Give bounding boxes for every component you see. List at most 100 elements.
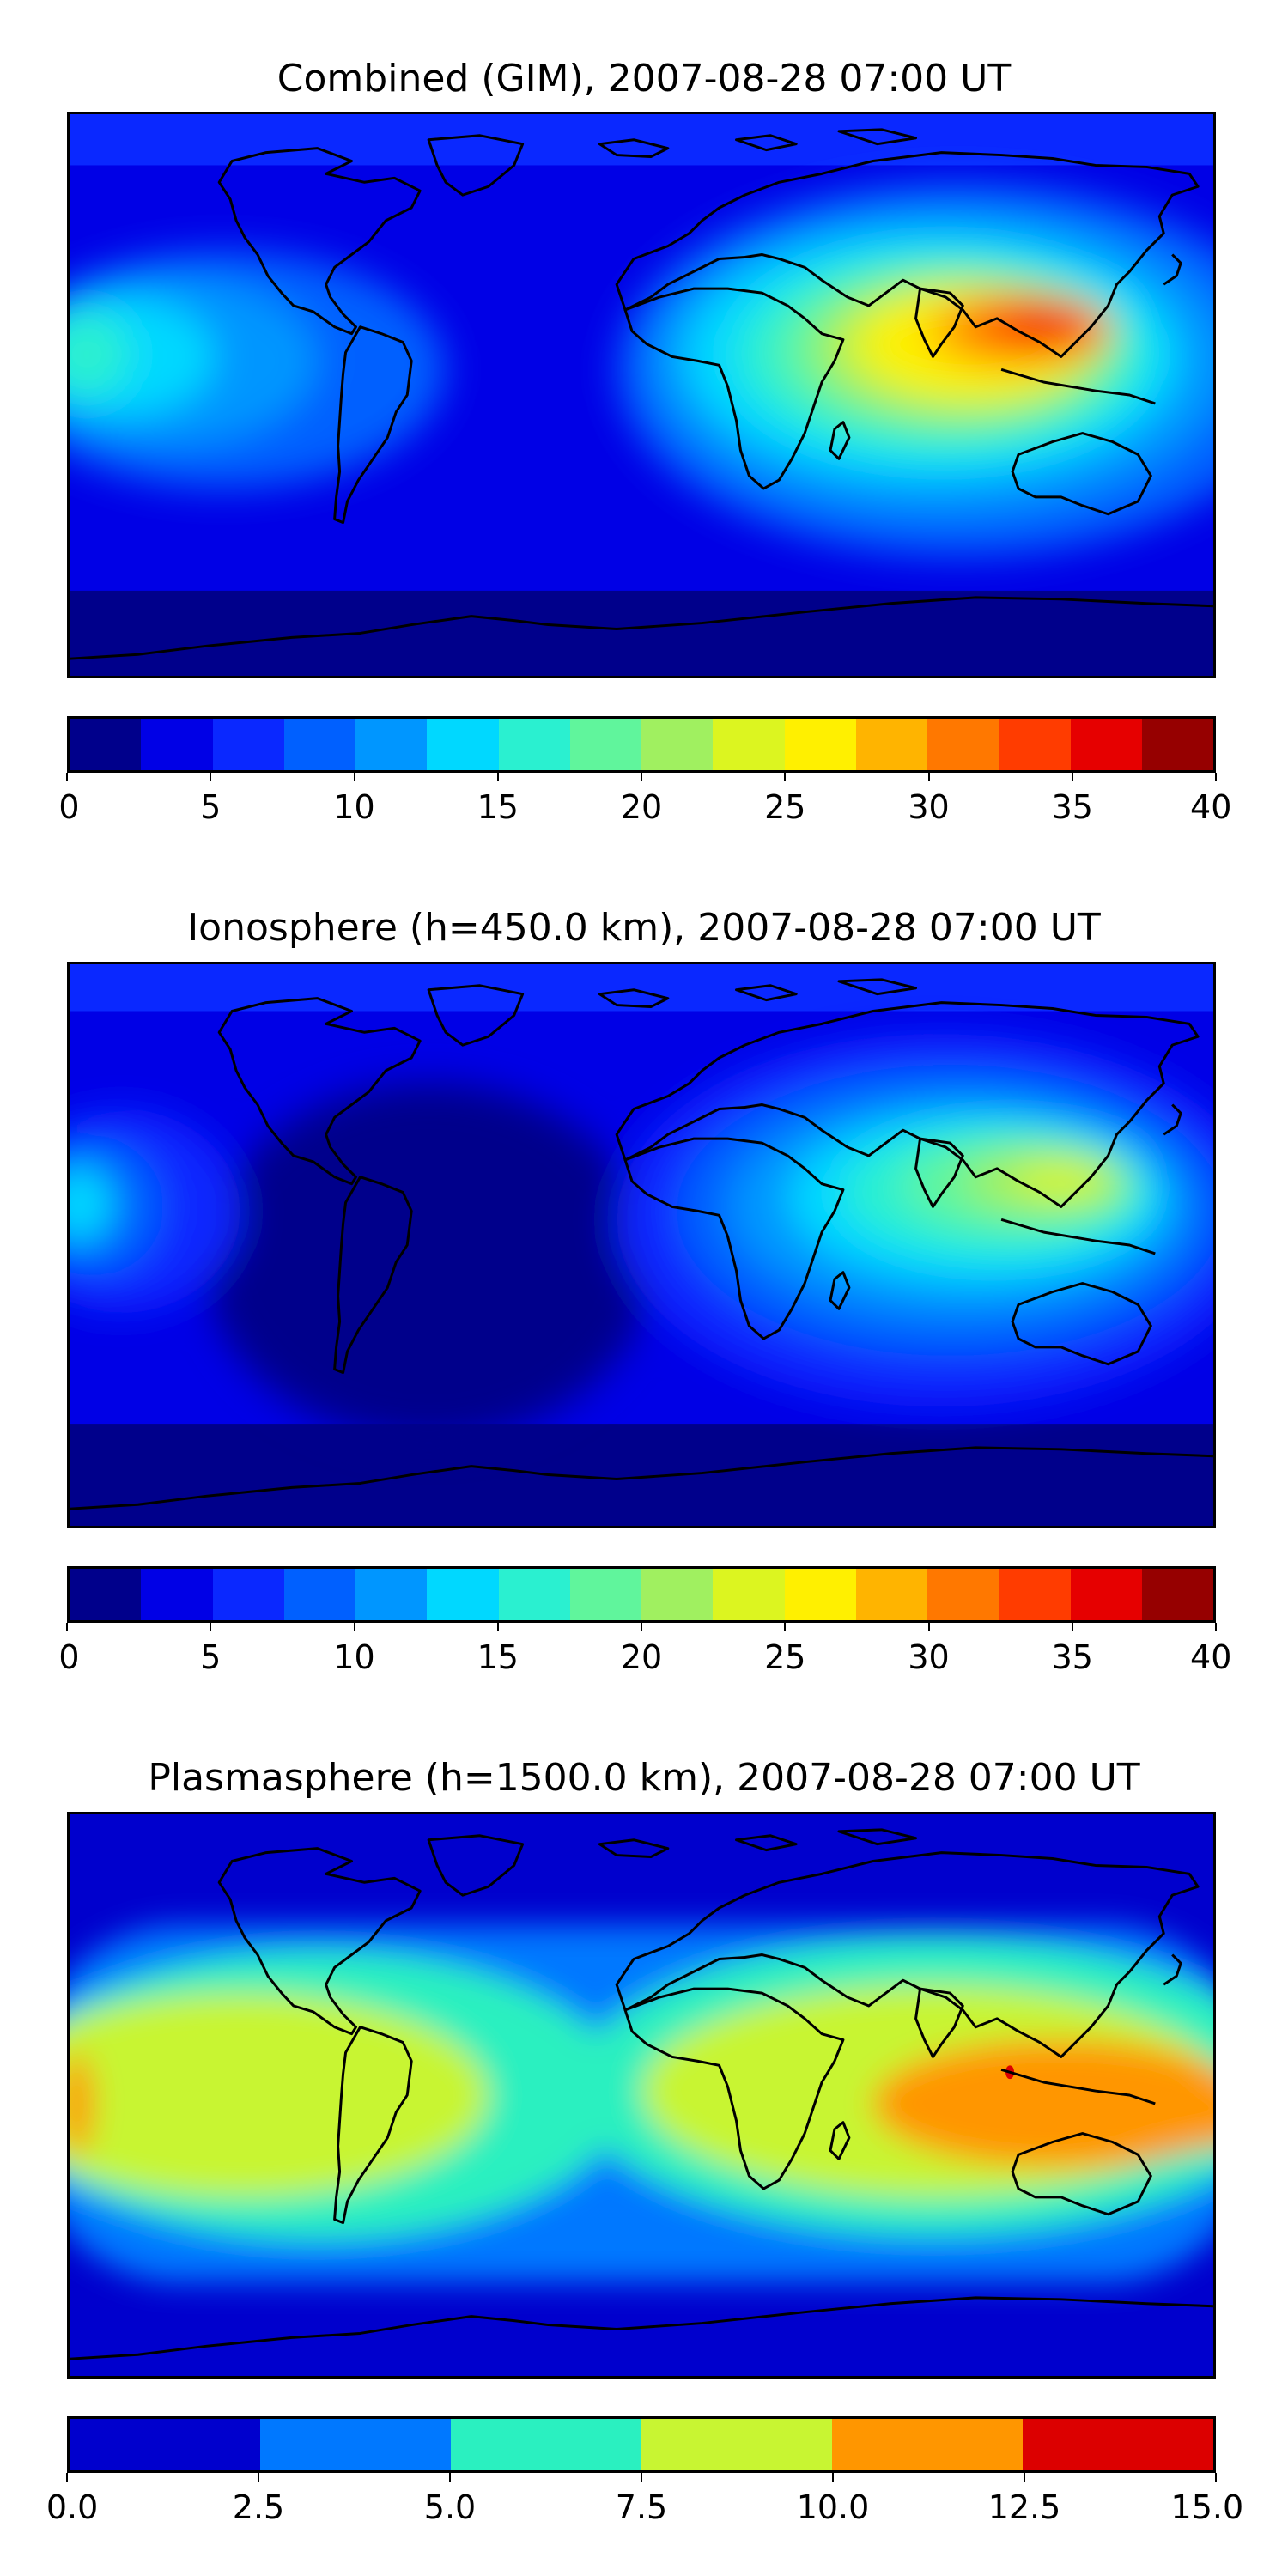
map-combined xyxy=(67,112,1216,678)
colorbar-segment xyxy=(283,1569,355,1620)
colorbar-tick-mark xyxy=(1024,2473,1025,2482)
colorbar-tick-label: 12.5 xyxy=(987,2488,1061,2526)
contour-fill xyxy=(70,1165,114,1243)
colorbar-tick-label: 35 xyxy=(1051,788,1093,826)
colorbar-tick-label: 5 xyxy=(200,1638,222,1676)
chart-title-ionosphere: Ionosphere (h=450.0 km), 2007-08-28 07:0… xyxy=(187,906,1101,950)
contour-fill xyxy=(70,1993,489,2197)
colorbar-segment xyxy=(569,719,641,770)
coastline-africa xyxy=(623,1987,845,2190)
colorbar-tick-label: 30 xyxy=(908,788,950,826)
colorbar-segment xyxy=(70,719,142,770)
colorbar-tick-mark xyxy=(496,1623,499,1631)
coastline-japan xyxy=(1163,253,1182,286)
colorbar-segment xyxy=(260,2419,451,2470)
coastline-south-america xyxy=(333,1176,413,1375)
map-plasmasphere-svg xyxy=(70,1814,1213,2376)
colorbar-segment xyxy=(641,2419,832,2470)
colorbar-tick-label: 10.0 xyxy=(796,2488,870,2526)
colorbar-tick-label: 7.5 xyxy=(615,2488,668,2526)
colorbar-tick-mark xyxy=(1215,1623,1217,1631)
colorbar-segment xyxy=(927,1569,999,1620)
colorbar-segment xyxy=(1023,2419,1213,2470)
coastline-south-america xyxy=(333,325,413,525)
colorbar-segment xyxy=(451,2419,641,2470)
colorbar-tick-label: 0 xyxy=(58,788,80,826)
coastline-india xyxy=(914,1137,964,1208)
map-ionosphere-svg xyxy=(70,964,1213,1526)
colorbar-tick-mark xyxy=(496,773,499,781)
coastline-antarctica xyxy=(70,596,1213,660)
colorbar-tick-label: 0.0 xyxy=(46,2488,99,2526)
colorbar-segment xyxy=(1141,1569,1213,1620)
coastline-australia xyxy=(1011,1282,1152,1366)
colorbar-segment xyxy=(569,1569,641,1620)
colorbar-tick-label: 5 xyxy=(200,788,222,826)
contour-fill xyxy=(70,311,130,397)
colorbar-segment xyxy=(999,1569,1071,1620)
colorbar-tick-mark xyxy=(258,2473,259,2482)
colorbar-segment xyxy=(713,719,785,770)
coastline-greenland xyxy=(427,984,525,1047)
colorbar-segment xyxy=(498,1569,570,1620)
colorbar-segment xyxy=(70,2419,260,2470)
coastline-india xyxy=(914,287,964,358)
colorbar-tick-label: 25 xyxy=(764,788,806,826)
coastline-south-america xyxy=(333,2026,413,2225)
colorbar-combined xyxy=(67,716,1216,773)
coastline-arctic-islands xyxy=(598,128,918,159)
colorbar-tick-mark xyxy=(1215,773,1217,781)
colorbar-segment xyxy=(1070,719,1142,770)
coastline-indonesia xyxy=(1000,1218,1156,1255)
colorbar-tick-label: 0 xyxy=(58,1638,80,1676)
contour-group-plasmasphere xyxy=(70,1924,1213,2282)
colorbar-segment xyxy=(141,1569,213,1620)
coastline-japan xyxy=(1163,1953,1182,1986)
colorbar-tick-mark xyxy=(927,773,930,781)
coastline-australia xyxy=(1011,432,1152,516)
colorbar-tick-mark xyxy=(641,1623,642,1631)
colorbar-segment xyxy=(283,719,355,770)
coastline-japan xyxy=(1163,1103,1182,1136)
colorbar-tick-label: 40 xyxy=(1190,1638,1232,1676)
contour-group-combined xyxy=(70,182,1213,557)
colorbar-segment xyxy=(427,719,499,770)
colorbar-segment xyxy=(355,719,428,770)
colorbar-ticks-ionosphere: 0 5 10 15 20 25 30 35 40 xyxy=(58,1623,1231,1676)
coastline-arctic-islands xyxy=(598,1828,918,1859)
coastline-australia xyxy=(1011,2132,1152,2216)
colorbar-segment xyxy=(713,1569,785,1620)
contour-fill xyxy=(206,1083,651,1441)
coastline-greenland xyxy=(427,134,525,197)
coastline-africa xyxy=(623,1137,845,1340)
colorbar-tick-mark xyxy=(927,1623,930,1631)
colorbar-segment xyxy=(855,719,927,770)
coastline-group xyxy=(70,128,1213,660)
colorbar-segment xyxy=(927,719,999,770)
colorbar-tick-mark xyxy=(784,773,787,781)
colorbar-tick-mark xyxy=(784,1623,787,1631)
colorbar-segment xyxy=(784,719,856,770)
colorbar-tick-label: 25 xyxy=(764,1638,806,1676)
colorbar-tick-label: 2.5 xyxy=(232,2488,285,2526)
contour-group-ionosphere xyxy=(70,1032,1213,1441)
map-plasmasphere xyxy=(67,1812,1216,2379)
colorbar-tick-mark xyxy=(210,773,212,781)
colorbar-tick-label: 40 xyxy=(1190,788,1232,826)
coastline-indonesia xyxy=(1000,368,1156,405)
coastline-africa xyxy=(623,287,845,490)
colorbar-segment xyxy=(355,1569,428,1620)
coastline-eurasia xyxy=(615,1001,1200,1208)
contour-fill-south xyxy=(70,1424,1213,1526)
colorbar-segment xyxy=(141,719,213,770)
colorbar-ticks-combined: 0 5 10 15 20 25 30 35 40 xyxy=(58,773,1231,826)
coastline-group xyxy=(70,1828,1213,2360)
coastline-antarctica xyxy=(70,2296,1213,2360)
coastline-indonesia xyxy=(1000,2068,1156,2105)
coastline-india xyxy=(914,1987,964,2058)
colorbar-tick-mark xyxy=(1071,773,1073,781)
colorbar-ionosphere xyxy=(67,1566,1216,1623)
chart-title-plasmasphere: Plasmasphere (h=1500.0 km), 2007-08-28 0… xyxy=(148,1756,1140,1800)
colorbar-tick-label: 15 xyxy=(477,788,519,826)
colorbar-segment xyxy=(212,719,284,770)
